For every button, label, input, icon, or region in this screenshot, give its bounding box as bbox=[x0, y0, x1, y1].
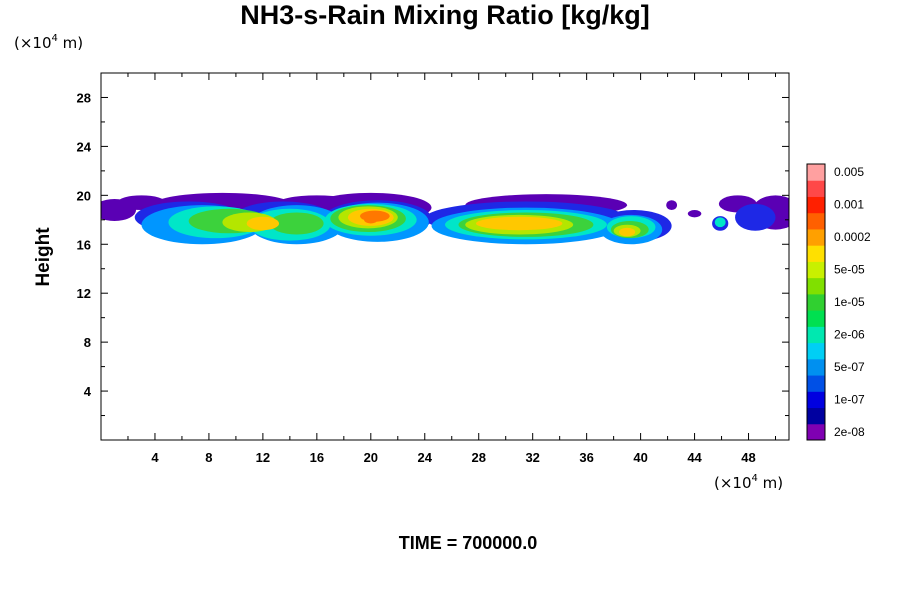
y-tick-label: 8 bbox=[84, 335, 91, 350]
colorbar-swatch bbox=[807, 293, 825, 311]
contour-level-7-blob bbox=[619, 227, 636, 237]
colorbar-swatch bbox=[807, 407, 825, 425]
contour-field bbox=[101, 192, 789, 245]
x-tick-label: 44 bbox=[687, 450, 702, 465]
y-tick-label: 16 bbox=[77, 237, 91, 252]
x-tick-label: 28 bbox=[471, 450, 485, 465]
contour-level-1-blob bbox=[666, 200, 678, 211]
y-axis-label: Height bbox=[33, 227, 54, 287]
colorbar-label: 5e-05 bbox=[834, 263, 865, 277]
x-tick-label: 20 bbox=[364, 450, 378, 465]
y-tick-label: 20 bbox=[77, 188, 91, 203]
plot-frame bbox=[100, 72, 790, 441]
colorbar-swatch bbox=[807, 180, 825, 197]
colorbar-label: 2e-06 bbox=[834, 327, 865, 341]
x-unit-exp: 4 bbox=[752, 473, 758, 484]
colorbar-label: 5e-07 bbox=[834, 360, 865, 374]
colorbar-label: 2e-08 bbox=[834, 425, 865, 439]
x-tick-label: 36 bbox=[579, 450, 593, 465]
x-unit-suffix: m) bbox=[758, 474, 783, 492]
colorbar-swatch bbox=[807, 245, 825, 262]
colorbar-swatch bbox=[807, 261, 825, 279]
contour-level-7-blob bbox=[476, 216, 563, 231]
colorbar-swatch bbox=[807, 342, 825, 360]
colorbar-label: 1e-05 bbox=[834, 295, 865, 309]
y-unit-prefix: (×10 bbox=[14, 34, 52, 52]
x-unit-label: (×104 m) bbox=[714, 473, 783, 492]
x-tick-label: 4 bbox=[151, 450, 159, 465]
colorbar-frame bbox=[806, 163, 826, 441]
contour-level-1-blob bbox=[687, 210, 702, 218]
y-tick-label: 24 bbox=[77, 139, 92, 154]
y-unit-exp: 4 bbox=[52, 33, 58, 44]
colorbar-swatch bbox=[807, 326, 825, 344]
colorbar-swatch bbox=[807, 196, 825, 214]
contour-level-7-blob bbox=[246, 216, 280, 231]
colorbar-label: 0.0002 bbox=[834, 230, 871, 244]
y-tick-label: 12 bbox=[77, 286, 91, 301]
x-tick-label: 12 bbox=[256, 450, 270, 465]
contour-level-2-blob bbox=[735, 203, 776, 231]
contour-level-8-blob bbox=[364, 216, 378, 224]
x-tick-label: 48 bbox=[741, 450, 755, 465]
colorbar-swatch bbox=[807, 277, 825, 295]
colorbar-swatch bbox=[807, 375, 825, 392]
contour-level-4-blob bbox=[714, 217, 726, 228]
colorbar-swatch bbox=[807, 391, 825, 409]
time-label: TIME = 700000.0 bbox=[399, 533, 538, 553]
y-tick-label: 28 bbox=[77, 90, 91, 105]
colorbar: 2e-08 1e-07 5e-07 2e-06 1e-05 5e-05 0.0002 0.00… bbox=[806, 163, 871, 441]
colorbar-swatch bbox=[807, 423, 825, 441]
colorbar-swatch bbox=[807, 228, 825, 246]
colorbar-swatch bbox=[807, 358, 825, 376]
colorbar-label: 0.001 bbox=[834, 198, 864, 212]
chart-title: NH3-s-Rain Mixing Ratio [kg/kg] bbox=[240, 0, 650, 30]
x-tick-label: 40 bbox=[633, 450, 647, 465]
x-tick-label: 32 bbox=[525, 450, 539, 465]
colorbar-label: 1e-07 bbox=[834, 392, 865, 406]
colorbar-swatch bbox=[807, 164, 825, 181]
colorbar-swatch bbox=[807, 212, 825, 230]
x-tick-label: 16 bbox=[310, 450, 324, 465]
x-tick-label: 8 bbox=[205, 450, 212, 465]
y-tick-label: 4 bbox=[84, 384, 92, 399]
x-unit-prefix: (×10 bbox=[714, 474, 752, 492]
y-unit-suffix: m) bbox=[58, 34, 83, 52]
y-unit-label: (×104 m) bbox=[14, 33, 83, 52]
colorbar-swatch bbox=[807, 310, 825, 327]
colorbar-label: 0.005 bbox=[834, 165, 864, 179]
contour-level-5-blob bbox=[269, 212, 324, 235]
x-tick-label: 24 bbox=[418, 450, 433, 465]
